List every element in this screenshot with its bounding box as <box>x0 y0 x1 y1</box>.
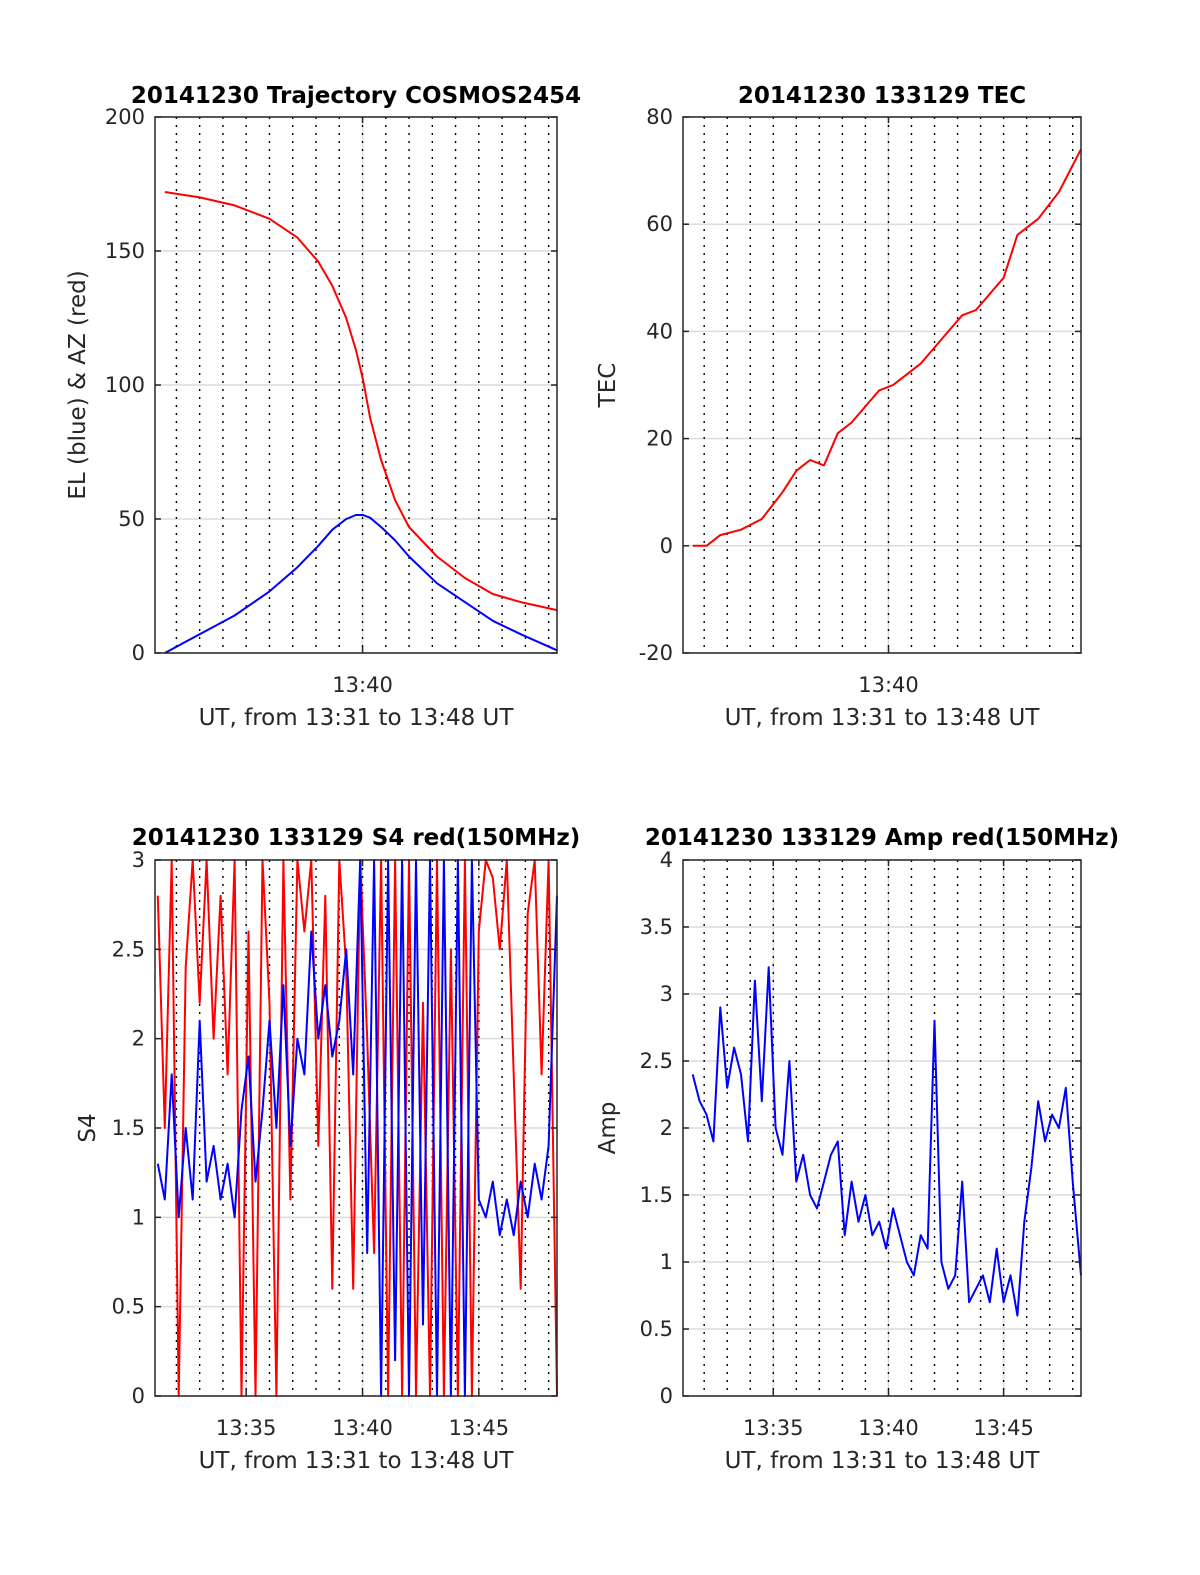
x-tick-label: 13:40 <box>858 1416 919 1440</box>
tec-chart: -20 0 20 40 60 80 13:40 20141230 133129 TEC UT, … <box>595 83 1082 731</box>
x-tick-label: 13:45 <box>449 1416 510 1440</box>
y-tick-label: 1 <box>132 1205 145 1229</box>
y-tick-label: 1.5 <box>112 1116 145 1140</box>
chart-title: 20141230 Trajectory COSMOS2454 <box>131 83 581 109</box>
axes-frame <box>682 116 1082 654</box>
y-axis-label: S4 <box>75 1113 101 1142</box>
x-tick-label: 13:40 <box>332 1416 393 1440</box>
y-tick-label: 0 <box>660 534 673 558</box>
x-tick-label: 13:35 <box>216 1416 277 1440</box>
series-line-0 <box>692 148 1082 547</box>
y-tick-label: 2.5 <box>640 1049 673 1073</box>
y-axis-label: Amp <box>595 1102 621 1155</box>
x-tick-label: 13:40 <box>858 673 919 697</box>
y-tick-label: 1 <box>660 1250 673 1274</box>
y-tick-label: 0 <box>660 1384 673 1408</box>
x-axis-label: UT, from 13:31 to 13:48 UT <box>725 705 1041 731</box>
chart-title: 20141230 133129 TEC <box>738 83 1026 109</box>
y-tick-label: 40 <box>646 319 673 343</box>
amp-chart: 0 0.5 1 1.5 2 2.5 3 3.5 4 13:35 13:40 13:45 20141230… <box>595 825 1119 1474</box>
y-tick-label: 3 <box>132 848 145 872</box>
y-tick-label: 20 <box>646 427 673 451</box>
y-tick-label: 200 <box>105 105 145 129</box>
y-tick-label: 0.5 <box>640 1317 673 1341</box>
x-axis-label: UT, from 13:31 to 13:48 UT <box>199 1448 515 1474</box>
y-tick-label: 2 <box>660 1116 673 1140</box>
y-tick-label: -20 <box>639 641 673 665</box>
y-tick-label: 50 <box>118 507 145 531</box>
chart-title: 20141230 133129 Amp red(150MHz) <box>645 825 1119 851</box>
y-tick-label: 2 <box>132 1027 145 1051</box>
series-line-1 <box>164 514 558 654</box>
series-line-1 <box>156 859 558 1397</box>
series-line-0 <box>164 191 558 612</box>
chart-title: 20141230 133129 S4 red(150MHz) <box>132 825 581 851</box>
y-axis-label: EL (blue) & AZ (red) <box>65 270 91 499</box>
y-tick-label: 1.5 <box>640 1183 673 1207</box>
series-line-0 <box>156 859 558 1397</box>
y-tick-label: 2.5 <box>112 937 145 961</box>
x-tick-label: 13:40 <box>332 673 393 697</box>
y-tick-label: 60 <box>646 212 673 236</box>
y-axis-label: TEC <box>595 363 621 409</box>
y-tick-label: 0 <box>132 1384 145 1408</box>
x-tick-label: 13:45 <box>973 1416 1034 1440</box>
x-axis-label: UT, from 13:31 to 13:48 UT <box>199 705 515 731</box>
x-tick-label: 13:35 <box>743 1416 804 1440</box>
trajectory-chart: 0 50 100 150 200 13:40 20141230 Trajectory COS… <box>65 83 581 731</box>
y-tick-label: 150 <box>105 239 145 263</box>
y-tick-label: 100 <box>105 373 145 397</box>
y-tick-label: 3.5 <box>640 915 673 939</box>
y-tick-label: 0 <box>132 641 145 665</box>
y-tick-label: 4 <box>660 848 673 872</box>
y-tick-label: 80 <box>646 105 673 129</box>
s4-chart: 0 0.5 1 1.5 2 2.5 3 13:35 13:40 13:45 20141230 133… <box>75 825 580 1474</box>
x-axis-label: UT, from 13:31 to 13:48 UT <box>725 1448 1041 1474</box>
series-line-0 <box>691 966 1082 1317</box>
y-tick-label: 3 <box>660 982 673 1006</box>
y-tick-label: 0.5 <box>112 1295 145 1319</box>
plot-area <box>683 117 1081 653</box>
